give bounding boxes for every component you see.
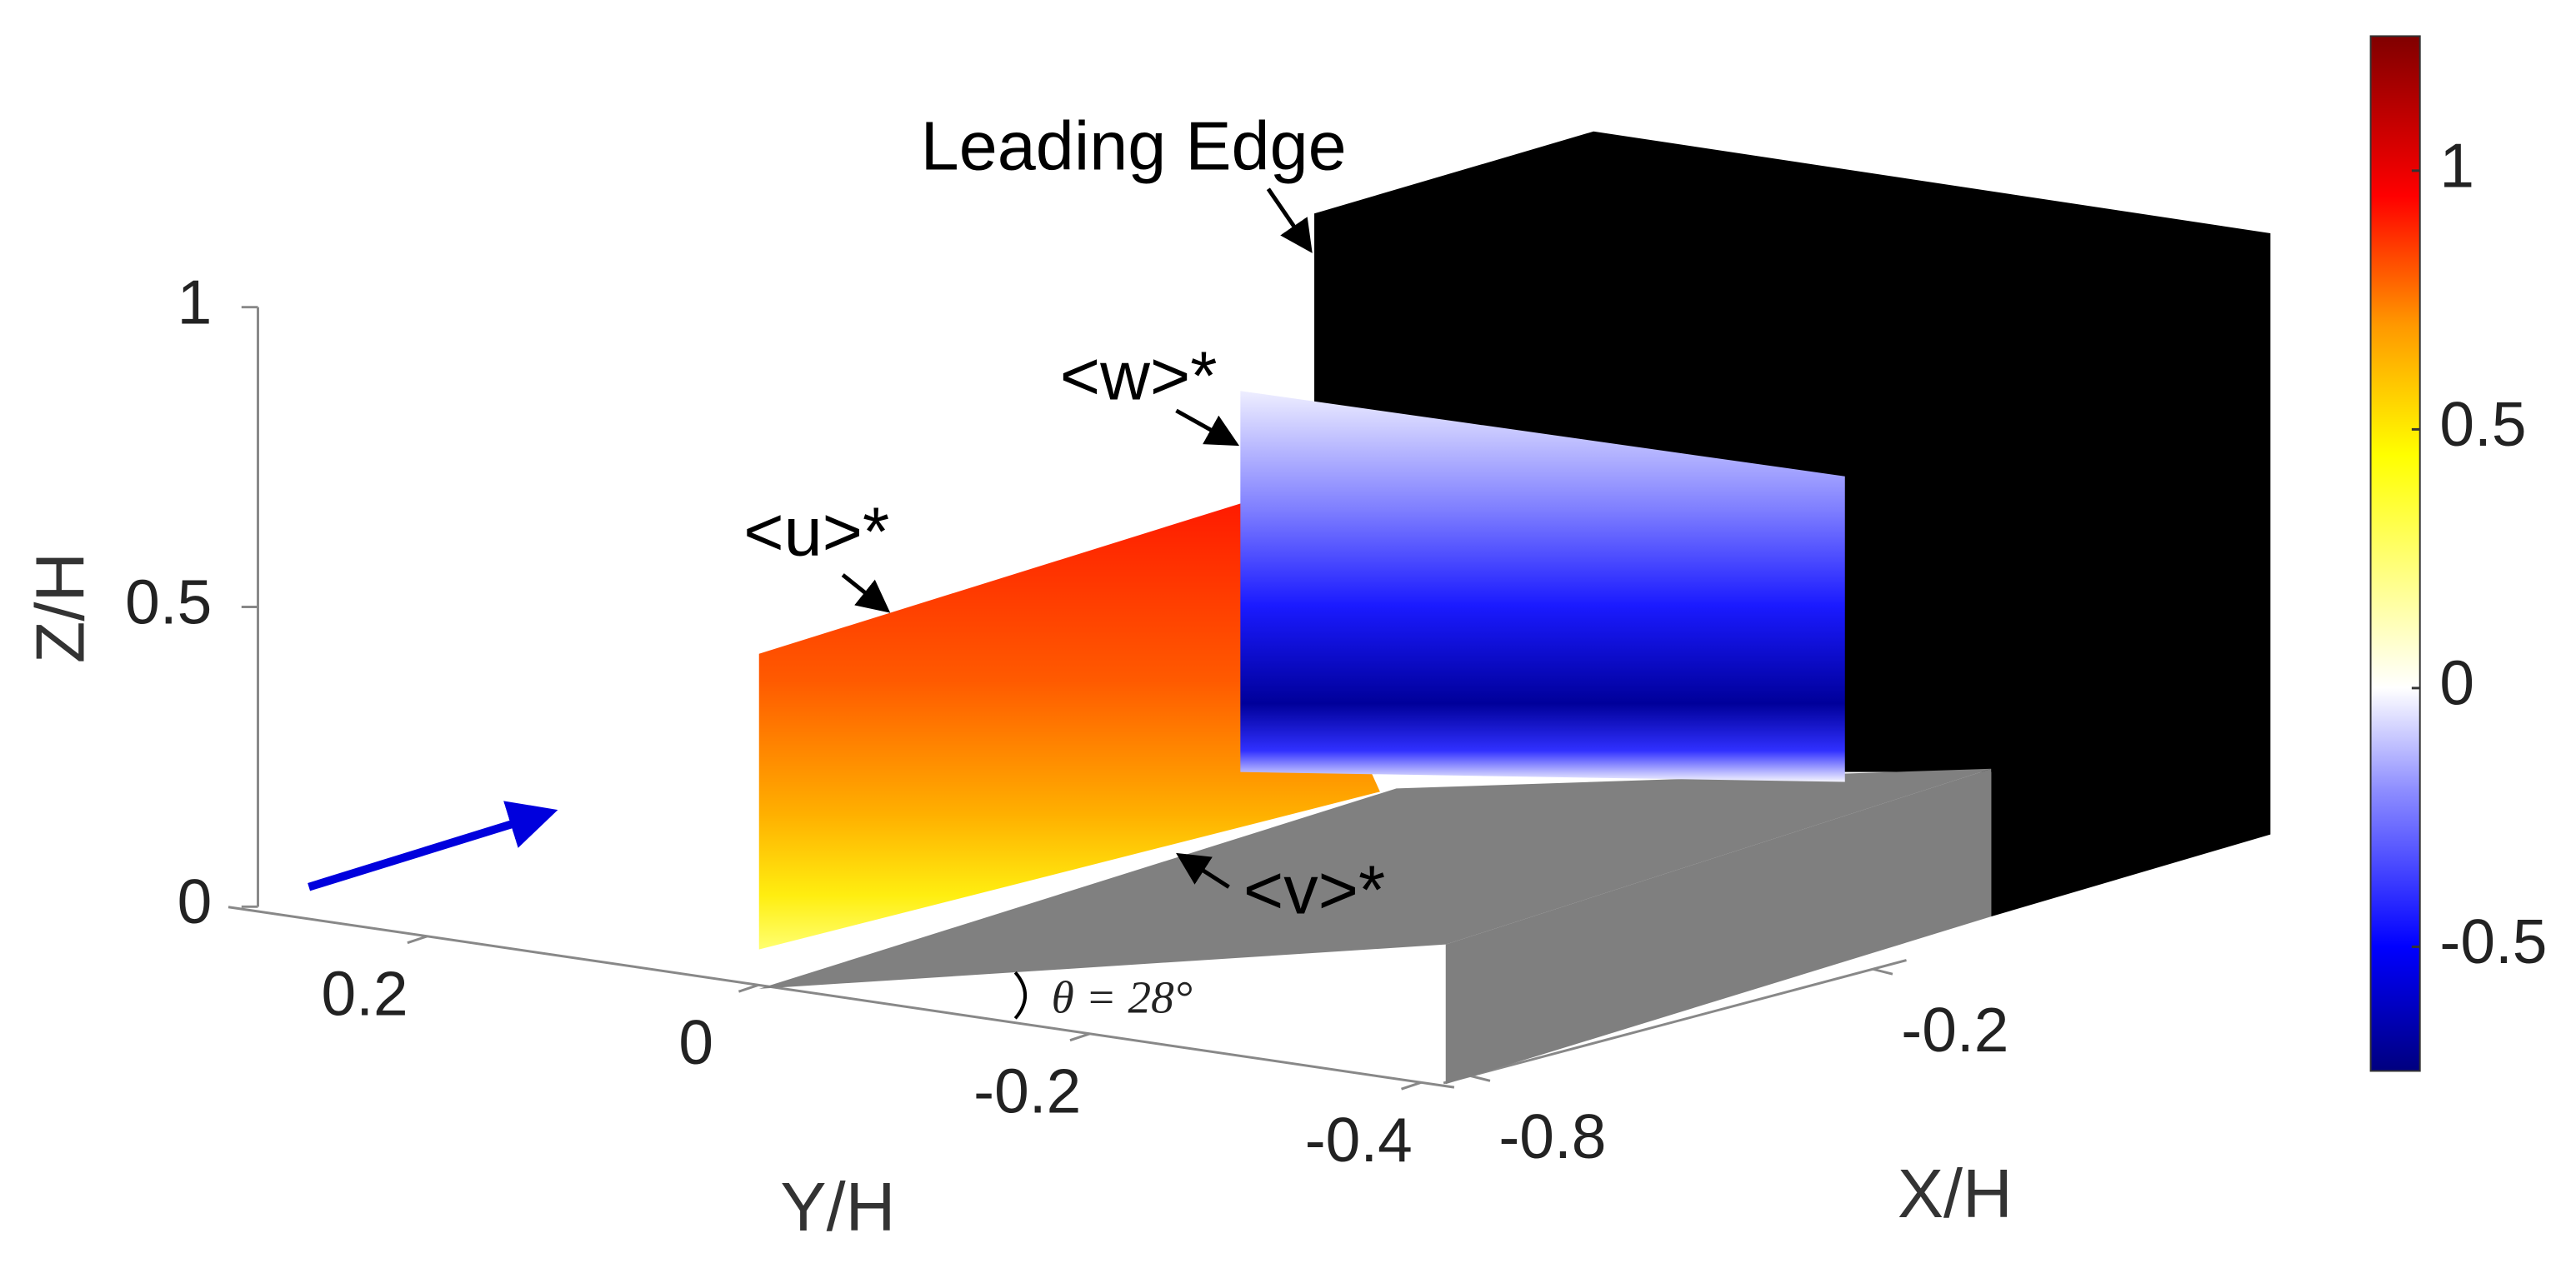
x-tick [1872, 967, 1893, 976]
axes: 0 0.5 1 0.2 0 -0.2 -0.4 -0.8 -0.2 [125, 267, 2008, 1175]
colorbar-tick-label: 0 [2439, 648, 2474, 718]
ramp-front [1445, 768, 1992, 1085]
flow-arrow [308, 801, 558, 891]
colorbar-scale [2369, 35, 2421, 1072]
y-tick [738, 983, 759, 993]
ramp-top [758, 768, 1992, 989]
y-tick-label: -0.4 [1305, 1105, 1413, 1175]
angle-arc [1013, 971, 1027, 1020]
w-plane [1240, 391, 1845, 782]
x-tick-label: -0.2 [1901, 995, 2008, 1065]
z-tick-label: 0.5 [125, 567, 212, 636]
annotation: <w>* [1060, 337, 1218, 414]
x-tick [1469, 1074, 1491, 1082]
annotation: <v>* [1243, 851, 1385, 928]
y-tick-label: 0 [678, 1007, 713, 1077]
x-axis-label: X/H [1898, 1155, 2013, 1232]
z-tick-label: 1 [178, 267, 213, 337]
y-tick-label: -0.2 [973, 1056, 1081, 1126]
colorbar-tick-label: -0.5 [2439, 906, 2547, 976]
annotation: θ = 28° [1052, 971, 1193, 1022]
y-tick [407, 935, 428, 945]
pointer [1175, 408, 1240, 447]
colorbar-tick-label: 0.5 [2439, 389, 2526, 459]
colorbar-tick-label: 1 [2439, 131, 2474, 201]
y-axis-label: Y/H [780, 1168, 895, 1246]
u-plane [758, 501, 1380, 950]
pointer [841, 573, 891, 613]
pointer [1176, 852, 1230, 889]
y-tick [1069, 1032, 1091, 1042]
annotation: <u>* [743, 493, 889, 571]
annotation: Leading Edge [921, 107, 1347, 184]
pointer [1266, 187, 1313, 253]
y-tick-label: 0.2 [322, 959, 408, 1029]
z-axis-label: Z/H [22, 552, 99, 663]
colorbar: -0.5 0 0.5 1 [2369, 35, 2547, 1072]
z-tick-label: 0 [178, 866, 213, 936]
axis-line [228, 906, 1455, 1089]
axis-line [1443, 959, 1907, 1085]
y-tick [1401, 1081, 1422, 1091]
x-tick-label: -0.8 [1498, 1101, 1606, 1171]
